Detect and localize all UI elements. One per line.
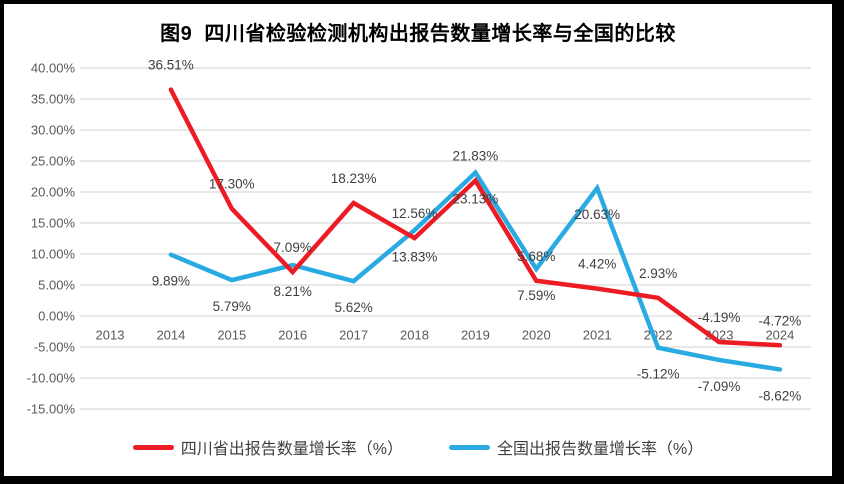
data-label: 2.93% xyxy=(639,266,677,281)
y-axis-tick-label: 25.00% xyxy=(31,154,76,169)
y-axis-tick-label: 30.00% xyxy=(31,123,76,138)
data-label: 5.68% xyxy=(517,249,555,264)
data-label: 9.89% xyxy=(152,274,190,289)
data-label: 17.30% xyxy=(209,177,255,192)
data-label: -5.12% xyxy=(637,367,680,382)
x-axis-tick-label: 2013 xyxy=(96,328,125,343)
national-series-line xyxy=(168,169,783,372)
y-axis-tick-label: 20.00% xyxy=(31,185,76,200)
y-axis-tick-label: -5.00% xyxy=(34,340,76,355)
x-axis-tick-label: 2021 xyxy=(583,328,612,343)
data-label: 7.09% xyxy=(274,240,312,255)
data-label: 21.83% xyxy=(453,149,499,164)
legend-item-national: 全国出报告数量增长率（%） xyxy=(449,435,703,459)
y-axis-tick-label: 10.00% xyxy=(31,247,76,262)
data-label: 12.56% xyxy=(392,206,438,221)
y-axis-tick-label: 0.00% xyxy=(38,309,75,324)
sichuan-series-line xyxy=(168,87,783,348)
x-axis-tick-label: 2014 xyxy=(156,328,185,343)
x-axis-tick-label: 2020 xyxy=(522,328,551,343)
y-axis-tick-label: -10.00% xyxy=(27,371,76,386)
x-axis-tick-label: 2016 xyxy=(278,328,307,343)
legend-label-sichuan: 四川省出报告数量增长率（%） xyxy=(180,441,403,458)
x-axis-tick-label: 2015 xyxy=(217,328,246,343)
line-chart: 40.00% 35.00% 30.00% 25.00% 20.00% 15.00% 10.0… xyxy=(27,58,811,417)
data-label: 20.63% xyxy=(574,207,620,222)
data-label: 8.21% xyxy=(274,284,312,299)
data-label: 7.59% xyxy=(517,288,555,303)
chart-title: 图9 四川省检验检测机构出报告数量增长率与全国的比较 xyxy=(160,23,676,45)
data-label: 23.13% xyxy=(453,192,499,207)
legend-line-swatch-blue xyxy=(449,444,490,450)
y-axis-tick-label: 40.00% xyxy=(31,61,76,76)
y-axis-tick-label: 35.00% xyxy=(31,92,76,107)
data-label: 5.79% xyxy=(213,299,251,314)
x-axis-tick-label: 2019 xyxy=(461,328,490,343)
data-label: 5.62% xyxy=(334,300,372,315)
data-label: 13.83% xyxy=(392,249,438,264)
x-axis-tick-label: 2017 xyxy=(339,328,368,343)
legend: 四川省出报告数量增长率（%） 全国出报告数量增长率（%） xyxy=(4,435,832,459)
legend-item-sichuan: 四川省出报告数量增长率（%） xyxy=(132,435,403,459)
legend-label-national: 全国出报告数量增长率（%） xyxy=(497,441,704,458)
data-label: -7.09% xyxy=(698,379,741,394)
x-axis-tick-label: 2018 xyxy=(400,328,429,343)
data-label: 36.51% xyxy=(148,58,194,73)
y-axis-tick-label: -15.00% xyxy=(27,402,76,417)
data-label: -4.19% xyxy=(698,310,741,325)
x-axis-tick-label: 2024 xyxy=(765,328,794,343)
y-axis-tick-label: 5.00% xyxy=(38,278,75,293)
x-axis-tick-label: 2022 xyxy=(644,328,673,343)
legend-line-swatch-red xyxy=(132,444,174,450)
data-label: -4.72% xyxy=(759,313,802,328)
y-axis-tick-label: 15.00% xyxy=(31,216,76,231)
data-label: 4.42% xyxy=(578,257,616,272)
data-label: -8.62% xyxy=(759,388,802,403)
data-label: 18.23% xyxy=(331,171,377,186)
